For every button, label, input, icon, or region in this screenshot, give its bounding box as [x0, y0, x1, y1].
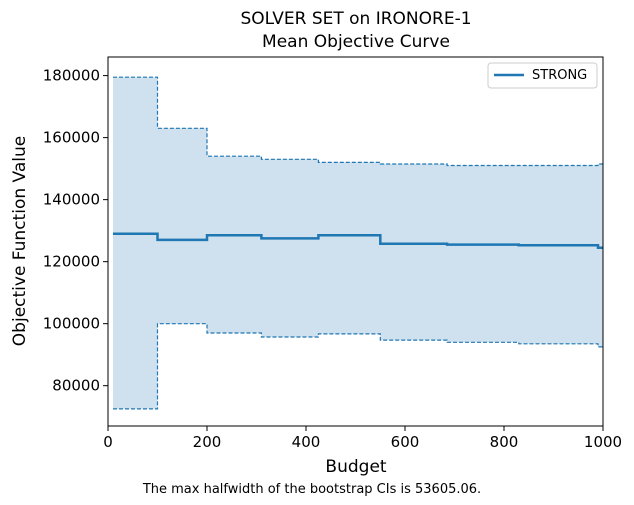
x-axis-label: Budget	[325, 457, 386, 477]
chart-title: SOLVER SET on IRONORE-1	[240, 9, 471, 29]
x-tick-label: 200	[193, 433, 222, 451]
confidence-band-layer	[113, 77, 603, 409]
ci-upper-line	[113, 76, 603, 167]
x-tick-label: 0	[103, 433, 113, 451]
chart-caption: The max halfwidth of the bootstrap CIs i…	[142, 482, 481, 497]
mean-line-strong	[113, 232, 603, 249]
x-axis: 0 200 400 600 800 1000	[103, 426, 622, 451]
y-axis: 80000 100000 120000 140000 160000 180000	[43, 67, 108, 395]
x-tick-label: 800	[490, 433, 519, 451]
y-tick-label: 80000	[52, 377, 100, 395]
y-tick-label: 100000	[43, 315, 100, 333]
x-tick-label: 400	[292, 433, 321, 451]
y-tick-label: 120000	[43, 253, 100, 271]
y-tick-label: 160000	[43, 129, 100, 147]
y-axis-label: Objective Function Value	[10, 136, 30, 346]
x-tick-label: 1000	[584, 433, 622, 451]
series-layer	[113, 76, 603, 410]
ci-lower-line	[113, 323, 603, 410]
chart-subtitle: Mean Objective Curve	[262, 32, 450, 52]
legend-entry-strong: STRONG	[532, 68, 587, 83]
legend: STRONG	[487, 62, 598, 89]
plot-area-frame	[107, 56, 604, 427]
x-tick-label: 600	[391, 433, 420, 451]
legend-box	[487, 62, 598, 89]
y-tick-label: 180000	[43, 67, 100, 85]
y-tick-label: 140000	[43, 191, 100, 209]
confidence-band	[113, 77, 603, 409]
